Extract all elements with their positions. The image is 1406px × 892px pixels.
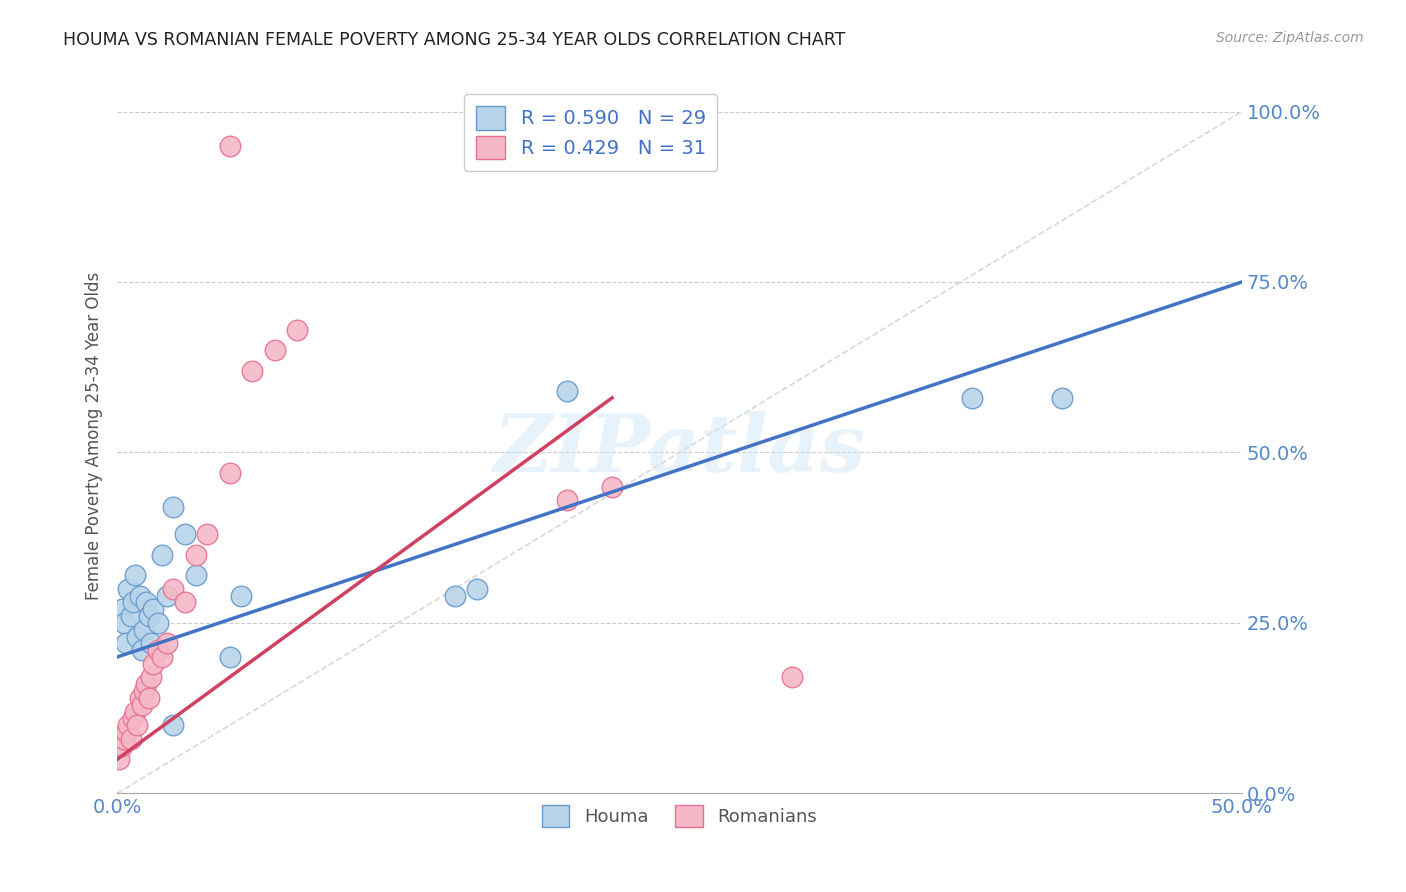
Point	[229, 589, 252, 603]
Point	[120, 609, 142, 624]
Point	[134, 684, 156, 698]
Point	[135, 595, 157, 609]
Point	[127, 630, 149, 644]
Text: HOUMA VS ROMANIAN FEMALE POVERTY AMONG 25-34 YEAR OLDS CORRELATION CHART: HOUMA VS ROMANIAN FEMALE POVERTY AMONG 2…	[63, 31, 845, 49]
Text: ZIPatlas: ZIPatlas	[494, 411, 866, 489]
Point	[138, 690, 160, 705]
Point	[124, 705, 146, 719]
Point	[218, 138, 240, 153]
Point	[600, 479, 623, 493]
Point	[150, 548, 173, 562]
Point	[285, 323, 308, 337]
Point	[128, 589, 150, 603]
Point	[139, 670, 162, 684]
Point	[131, 643, 153, 657]
Point	[218, 650, 240, 665]
Point	[117, 582, 139, 596]
Point	[162, 500, 184, 514]
Point	[120, 731, 142, 746]
Point	[218, 466, 240, 480]
Point	[122, 595, 145, 609]
Point	[443, 589, 465, 603]
Point	[142, 602, 165, 616]
Point	[1050, 391, 1073, 405]
Point	[555, 493, 578, 508]
Point	[465, 582, 488, 596]
Point	[173, 527, 195, 541]
Point	[111, 739, 134, 753]
Point	[960, 391, 983, 405]
Point	[112, 615, 135, 630]
Point	[146, 615, 169, 630]
Legend: Houma, Romanians: Houma, Romanians	[536, 798, 824, 834]
Point	[156, 636, 179, 650]
Point	[162, 718, 184, 732]
Point	[115, 636, 138, 650]
Point	[184, 548, 207, 562]
Point	[150, 650, 173, 665]
Point	[263, 343, 285, 358]
Point	[135, 677, 157, 691]
Point	[162, 582, 184, 596]
Point	[780, 670, 803, 684]
Point	[139, 636, 162, 650]
Point	[173, 595, 195, 609]
Point	[240, 363, 263, 377]
Point	[131, 698, 153, 712]
Point	[195, 527, 218, 541]
Point	[122, 711, 145, 725]
Point	[124, 568, 146, 582]
Point	[138, 609, 160, 624]
Point	[184, 568, 207, 582]
Point	[156, 589, 179, 603]
Point	[134, 623, 156, 637]
Point	[108, 752, 131, 766]
Point	[142, 657, 165, 671]
Point	[555, 384, 578, 398]
Y-axis label: Female Poverty Among 25-34 Year Olds: Female Poverty Among 25-34 Year Olds	[86, 271, 103, 599]
Point	[112, 731, 135, 746]
Point	[117, 718, 139, 732]
Point	[127, 718, 149, 732]
Point	[128, 690, 150, 705]
Text: Source: ZipAtlas.com: Source: ZipAtlas.com	[1216, 31, 1364, 45]
Point	[115, 725, 138, 739]
Point	[111, 602, 134, 616]
Point	[146, 643, 169, 657]
